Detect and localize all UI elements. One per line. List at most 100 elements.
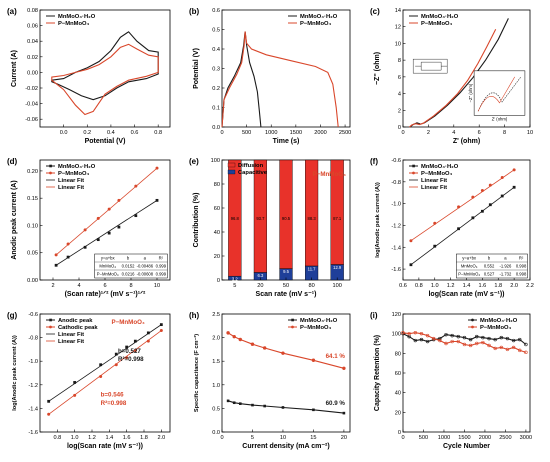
y-tick-label: 60	[395, 371, 401, 377]
data-point	[500, 175, 504, 179]
y-tick-label: 20	[214, 254, 220, 260]
x-axis-label: Current density (mA cm⁻²)	[242, 443, 329, 450]
data-point	[475, 334, 479, 339]
data-point	[342, 411, 346, 415]
legend-label: Linear Fit	[58, 178, 84, 184]
table-cell: 0.0216	[122, 272, 135, 277]
data-point	[134, 184, 138, 188]
legend-label: MnMoO₄·H₂O	[480, 318, 518, 324]
y-tick-label: 0.06	[27, 24, 38, 30]
y-tick-label: 60	[214, 206, 220, 212]
x-tick-label: 2000	[479, 435, 491, 441]
x-tick-label: 1.6	[123, 435, 131, 441]
data-point	[487, 343, 491, 348]
data-point	[462, 342, 467, 347]
bar-diffusion	[253, 159, 268, 273]
data-point	[401, 330, 405, 335]
panel-note: P−MnMoO₄	[313, 171, 346, 178]
y-tick-label: 0	[217, 278, 220, 284]
data-point	[438, 338, 442, 343]
data-point	[155, 166, 159, 170]
fit-line	[48, 324, 162, 402]
y-axis-label: Capacity Retention (%)	[374, 335, 381, 411]
y-tick-label: -0.8	[28, 336, 38, 342]
x-tick-label: 0.8	[415, 283, 423, 289]
data-point	[73, 381, 77, 384]
x-tick-label: 0	[401, 130, 404, 136]
y-tick-label: -1.0	[391, 202, 401, 208]
x-tick-label: 8	[503, 130, 506, 136]
y-axis-label: Potential (V)	[193, 48, 200, 89]
data-point	[471, 195, 475, 199]
y-tick-label: -1.0	[28, 359, 38, 365]
x-tick-label: 2500	[499, 435, 511, 441]
y-tick-label: 0.02	[27, 55, 38, 61]
panel-label: (a)	[7, 7, 17, 16]
data-point	[488, 183, 492, 187]
data-point	[438, 336, 442, 341]
data-point	[524, 342, 528, 347]
data-point	[146, 331, 150, 335]
panel-c: (c) 0 2 4 6 8 10 12 14 0 2 4 6 8 10 Z' (ohm) −Z'' (ohm) M…	[370, 7, 533, 145]
plot-frame	[221, 9, 351, 128]
panel-label: (i)	[370, 311, 378, 320]
panel-f: (f) -1.6 -1.4 -1.2 -1.0 -0.8 -0.6 0.6 0.8 1.0 1.2 1…	[370, 157, 534, 298]
legend-label: Linear Fit	[58, 339, 84, 345]
x-tick-label: 2500	[339, 130, 351, 136]
annotation: R²=0.998	[118, 356, 144, 363]
table-cell: -0.00608	[137, 272, 154, 277]
y-tick-label: 20	[395, 410, 401, 416]
data-point	[499, 345, 504, 350]
table-cell: 0.999	[156, 264, 167, 269]
table-header-cell: y=a+bx	[462, 256, 477, 261]
fit-table: y=a+bx b a R² MnMoO₄ 0.552 -1.926 0.998 P−MnMoO₄…	[456, 253, 528, 279]
legend-swatch	[227, 169, 236, 175]
data-point	[462, 335, 467, 340]
series-line	[402, 333, 527, 345]
data-point	[450, 333, 454, 338]
legend-marker	[49, 171, 52, 175]
plot-frame	[39, 9, 171, 128]
data-point	[433, 244, 437, 248]
data-point	[512, 168, 516, 172]
bar-diffusion	[305, 159, 319, 267]
fit-line	[410, 169, 515, 242]
y-tick-label: 0.0	[212, 125, 220, 131]
legend-label: MnMoO₄·H₂O	[58, 164, 96, 170]
table-header-cell: a	[504, 256, 507, 261]
y-tick-label: 0.05	[27, 251, 38, 257]
legend-label: P−MnMoO₄	[58, 21, 90, 27]
x-tick-label: 500	[419, 435, 428, 441]
legend-label: P−MnMoO₄	[300, 21, 332, 27]
legend-label: P−MnMoO₄	[421, 171, 453, 177]
data-point	[66, 242, 70, 246]
y-tick-label: 40	[214, 230, 220, 236]
data-point	[312, 408, 315, 412]
data-point	[107, 207, 111, 211]
table-cell: 0.999	[156, 272, 167, 277]
data-point	[99, 375, 103, 379]
data-point	[480, 189, 484, 193]
x-axis-label: Scan rate (mV s⁻¹)	[256, 291, 317, 298]
data-point	[232, 334, 236, 339]
x-tick-label: 50	[283, 283, 289, 289]
y-tick-label: 0	[398, 430, 401, 436]
x-tick-label: 0.0	[60, 130, 68, 136]
y-tick-label: 80	[214, 182, 220, 188]
data-point	[409, 239, 413, 243]
data-point	[433, 221, 437, 225]
annotation: R²=0.998	[101, 400, 127, 407]
data-point	[487, 336, 491, 341]
table-cell: P−MnMoO₄	[458, 272, 480, 277]
data-point	[133, 349, 137, 353]
table-cell: -1.926	[499, 264, 512, 269]
data-point	[54, 253, 58, 257]
y-tick-label: 0.00	[27, 70, 38, 76]
y-tick-label: -1.2	[28, 383, 38, 389]
x-tick-label: 500	[242, 130, 251, 136]
legend-label: P−MnMoO₄	[480, 325, 512, 331]
data-point	[133, 339, 137, 343]
bar-diffusion	[279, 159, 293, 269]
y-axis-label: Anodic peak current (A)	[11, 180, 18, 259]
data-point	[444, 341, 448, 346]
